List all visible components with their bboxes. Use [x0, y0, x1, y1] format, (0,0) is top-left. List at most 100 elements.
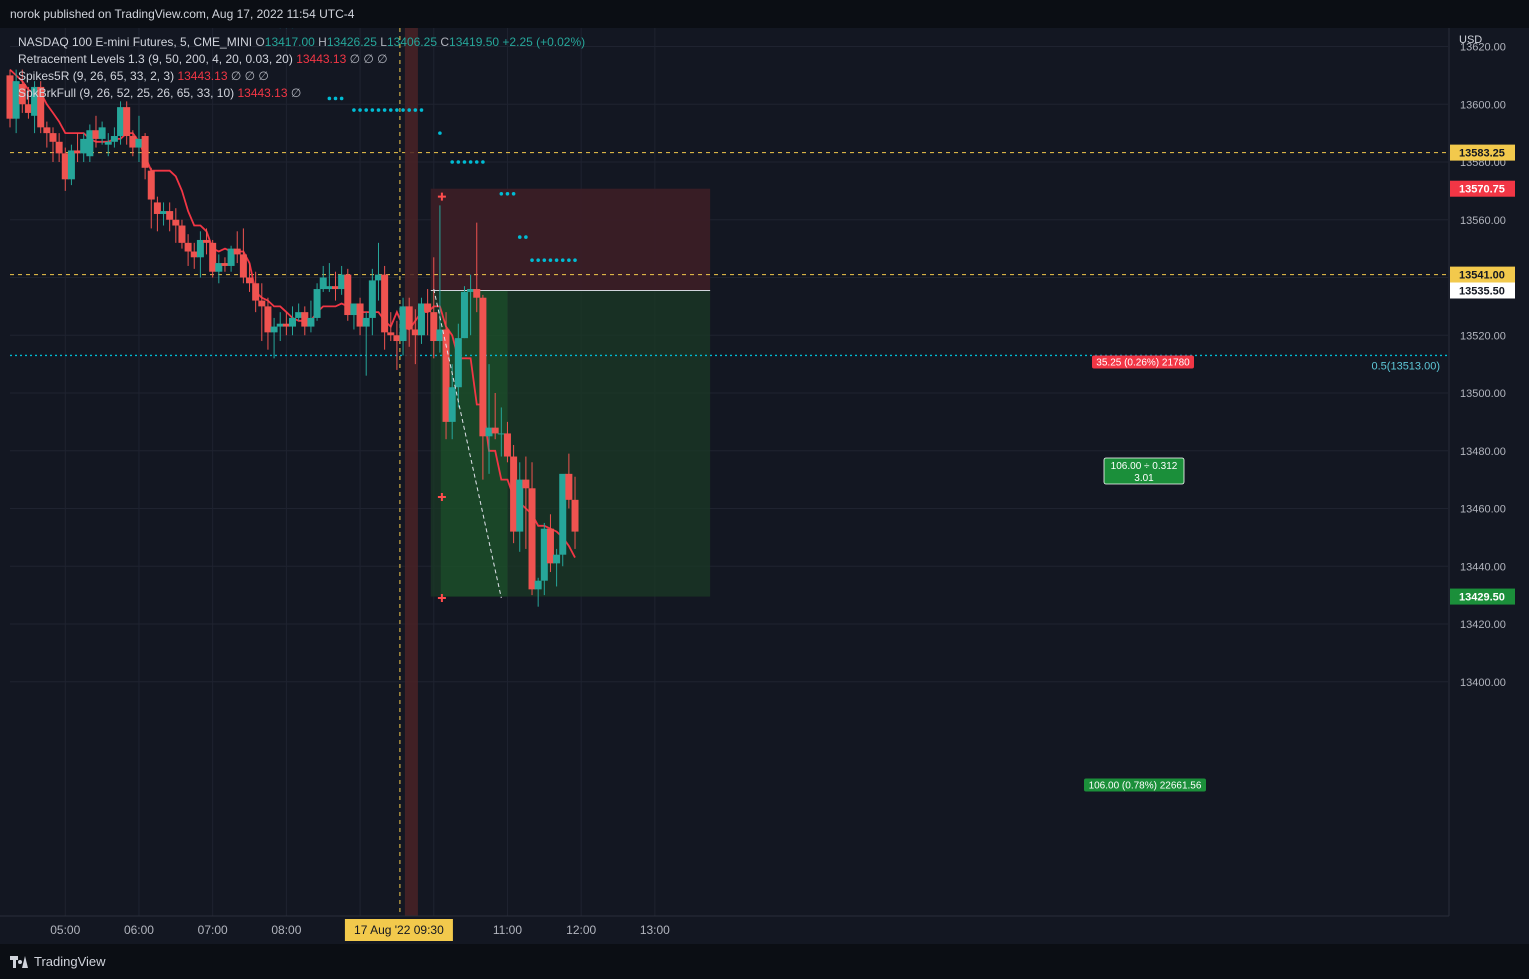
indicator-dot — [401, 108, 405, 112]
candle — [86, 124, 94, 162]
candle-body — [485, 427, 493, 437]
candle-body — [178, 225, 186, 243]
candle-body — [417, 303, 425, 336]
candle-body — [123, 107, 131, 137]
ratio-label-text: 106.00 ÷ 0.312 — [1111, 461, 1178, 472]
candle — [374, 242, 382, 301]
candle — [98, 121, 106, 145]
price-tick-label: 13500.00 — [1460, 388, 1506, 400]
candle — [239, 228, 247, 284]
stop-label: 35.25 (0.26%) 21780 — [1092, 355, 1194, 369]
candle — [18, 69, 26, 113]
candle-body — [491, 427, 499, 434]
candle-body — [172, 219, 180, 226]
candle-body — [387, 332, 395, 336]
indicator-dot — [517, 235, 522, 239]
indicator-name: SpkBrkFull (9, 26, 52, 25, 26, 65, 33, 1… — [18, 86, 235, 100]
candle — [350, 303, 358, 330]
candle-body — [80, 138, 88, 154]
candle-body — [540, 528, 548, 581]
candle — [289, 306, 297, 336]
open-label: O — [255, 35, 265, 49]
indicator-dot — [352, 108, 356, 112]
candle — [411, 309, 419, 365]
candle-body — [295, 312, 303, 318]
plot-background — [0, 28, 1529, 944]
candle — [221, 257, 229, 272]
tradingview-brand[interactable]: TradingView — [10, 954, 106, 969]
candle — [460, 286, 468, 339]
candle — [319, 265, 327, 292]
candle-body — [381, 274, 389, 333]
candle — [313, 283, 321, 321]
price-tag-bg — [1450, 282, 1515, 299]
candle-body — [252, 283, 260, 301]
candle — [92, 115, 100, 148]
candle — [215, 254, 223, 284]
candle-body — [368, 280, 376, 318]
candle — [295, 303, 303, 321]
candle-body — [239, 254, 247, 278]
indicator-dots — [279, 28, 577, 262]
indicator-row-spikes[interactable]: Spikes5R (9, 26, 65, 33, 2, 3) 13443.13 … — [18, 68, 585, 85]
candle — [503, 421, 511, 463]
price-tag: 13583.25 — [1450, 144, 1515, 161]
candle-body — [24, 104, 32, 113]
publish-line: norok published on TradingView.com, Aug … — [10, 7, 355, 21]
chart-legend: NASDAQ 100 E-mini Futures, 5, CME_MINI O… — [18, 34, 585, 102]
candle-body — [153, 202, 161, 214]
candle-body — [393, 335, 401, 342]
candle — [399, 297, 407, 356]
plus-marker — [437, 492, 446, 501]
candle-body — [129, 136, 137, 148]
legend-symbol-row: NASDAQ 100 E-mini Futures, 5, CME_MINI O… — [18, 34, 585, 51]
candle-body — [442, 329, 450, 422]
candle — [141, 133, 149, 180]
target-label: 106.00 (0.78%) 22661.56 — [1084, 778, 1206, 792]
indicator-dot — [554, 258, 559, 262]
candle — [540, 522, 548, 596]
candle-body — [319, 277, 327, 290]
session-band — [404, 28, 418, 916]
indicator-row-spkbrk[interactable]: SpkBrkFull (9, 26, 52, 25, 26, 65, 33, 1… — [18, 85, 585, 102]
candle-body — [325, 286, 333, 290]
candle-body — [528, 488, 536, 590]
open-value: 13417.00 — [264, 35, 315, 49]
candle — [467, 274, 475, 336]
indicator-extra: ∅ ∅ ∅ — [230, 69, 269, 83]
candle — [338, 265, 346, 295]
cursor-time-tag-text: 17 Aug '22 09:30 — [354, 923, 444, 937]
candle — [6, 69, 14, 128]
candle-body — [467, 289, 475, 292]
candle — [227, 245, 235, 272]
candle — [80, 133, 88, 162]
candlestick-series[interactable] — [6, 69, 579, 607]
close-value: 13419.50 — [449, 35, 500, 49]
indicator-name: Spikes5R (9, 26, 65, 33, 2, 3) — [18, 69, 175, 83]
tradingview-logo-icon — [10, 955, 28, 968]
candle — [559, 473, 567, 567]
candle — [424, 289, 432, 336]
candle — [270, 317, 278, 359]
price-tag-bg — [1450, 144, 1515, 161]
candle-body — [559, 473, 567, 555]
indicator-dot — [388, 108, 393, 112]
candle-body — [270, 326, 278, 333]
candle — [24, 86, 32, 119]
candle-body — [31, 86, 39, 116]
indicator-row-retracement[interactable]: Retracement Levels 1.3 (9, 50, 200, 4, 2… — [18, 51, 585, 68]
low-value: 13406.25 — [386, 35, 437, 49]
crosshair — [399, 28, 418, 916]
candle-body — [18, 84, 26, 105]
indicator-dot — [573, 258, 577, 262]
candle-body — [227, 248, 235, 266]
price-tick-label: 13420.00 — [1460, 619, 1506, 631]
indicator-dot — [511, 191, 516, 196]
indicator-dot — [530, 258, 534, 262]
symbol-name[interactable]: NASDAQ 100 E-mini Futures, 5, CME_MINI — [18, 35, 253, 49]
candle-body — [135, 138, 143, 148]
price-tick-label: 13400.00 — [1460, 677, 1506, 689]
price-tick-label: 13560.00 — [1460, 215, 1506, 227]
change-value: +2.25 (+0.02%) — [502, 35, 586, 49]
